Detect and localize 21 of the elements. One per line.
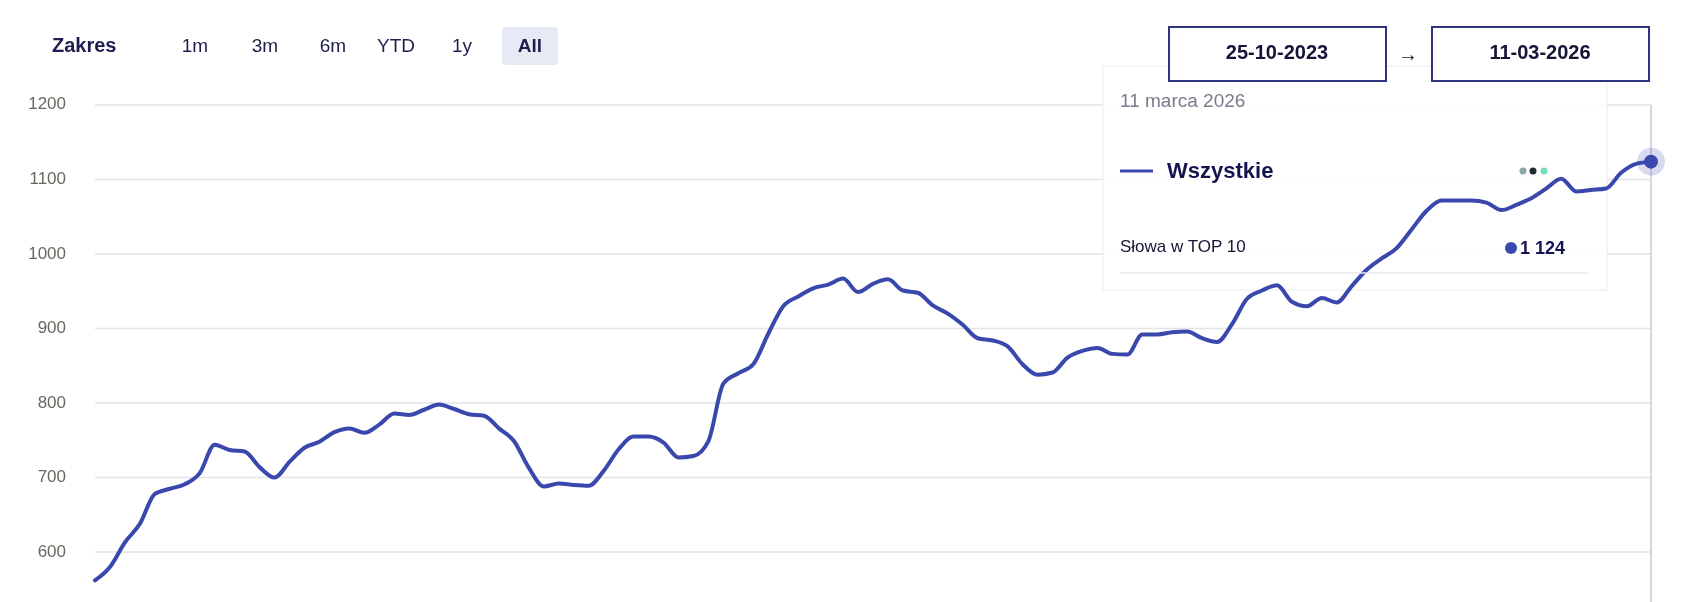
y-tick-label: 1100 [29,169,66,188]
text: 3m [251,35,279,57]
text: 6m [319,35,347,57]
text: 25-10-2023 [1225,41,1329,64]
legend-label: Wszystkie [1167,157,1274,183]
text: 1m [181,35,209,57]
text: → [1398,43,1418,66]
y-tick-label: 600 [37,541,66,561]
text: YTD [377,35,415,57]
text: Zakres [52,34,117,57]
y-tick-label: 700 [37,467,66,487]
y-tick-label: 1200 [28,94,66,114]
annotation: 11 marca 2026 [1120,90,1246,112]
text: 1y [451,35,473,57]
y-tick-label: 900 [37,318,66,338]
y-tick-label: 1000 [28,243,66,263]
text: 11-03-2026 [1489,41,1591,64]
text: All [517,35,543,57]
annotation: 1 124 [1520,237,1566,258]
annotation: Słowa w TOP 10 [1120,237,1246,257]
y-tick-label: 800 [37,392,66,412]
